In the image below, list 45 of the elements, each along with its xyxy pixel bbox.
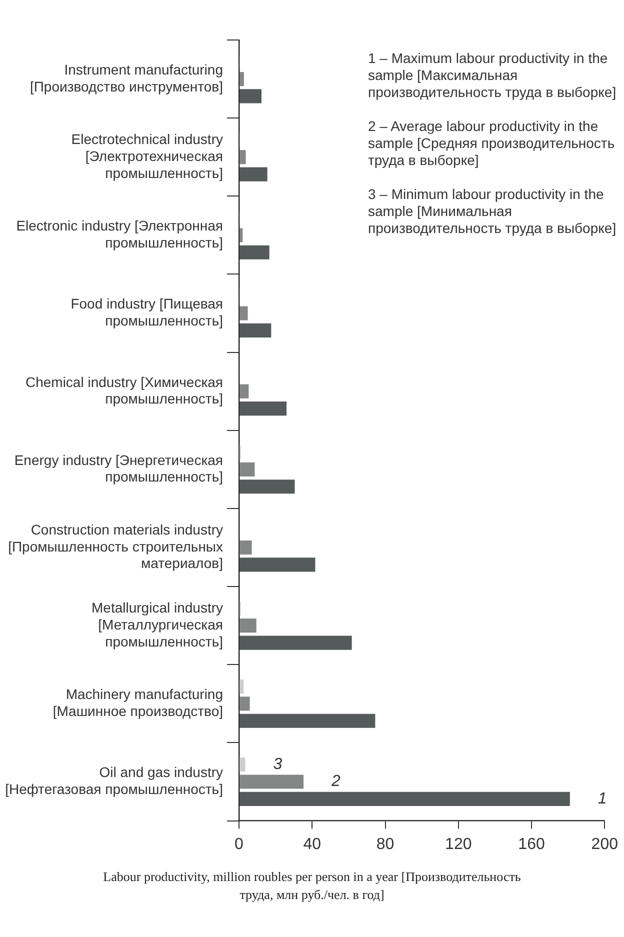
- y-tick-label: Instrument manufacturing [Производство инструментов]: [30, 62, 223, 94]
- x-tick-label: 200: [591, 836, 618, 853]
- bar: [240, 89, 262, 104]
- bar: [240, 401, 287, 416]
- y-tick-label: Construction materials industry [Промышленность строительных материалов]: [8, 522, 223, 572]
- series-label: 3: [273, 756, 282, 774]
- bar: [240, 792, 570, 806]
- bar: [240, 462, 255, 476]
- x-tick-label: 160: [518, 836, 545, 853]
- bar: [240, 714, 376, 728]
- y-tick-label: Oil and gas industry [Нефтегазовая промышленность]: [5, 764, 223, 798]
- y-tick-label: Machinery manufacturing [Машинное производство]: [52, 686, 223, 719]
- bar: [240, 306, 248, 320]
- x-tick-label: 80: [376, 836, 394, 853]
- bar: [240, 618, 256, 633]
- bar: [240, 696, 250, 711]
- series-label: 2: [330, 773, 341, 790]
- bar: [240, 758, 246, 772]
- bar: [240, 540, 252, 555]
- bar: [240, 774, 304, 789]
- bar: [240, 558, 316, 572]
- bar: [240, 323, 272, 338]
- x-tick-label: 120: [445, 836, 472, 853]
- annotation: 2 – Average labour productivity in the sample [Средняя производительность труда в выборке]: [368, 118, 616, 169]
- bar: [240, 384, 249, 398]
- y-tick-label: Metallurgical industry [Металлургическая промышленность]: [92, 600, 223, 650]
- bar: [240, 636, 352, 650]
- bar: [240, 167, 268, 182]
- y-tick-label: Electrotechnical industry [Электротехническая промышленность]: [71, 131, 223, 181]
- bar: [240, 72, 244, 86]
- bar: [240, 245, 270, 260]
- y-tick-label: Electronic industry [Электронная промышленность]: [16, 218, 223, 250]
- bar: [240, 150, 246, 164]
- x-tick-label: 0: [234, 836, 244, 853]
- annotation: 3 – Minimum labour productivity in the sample [Минимальная производительность труда в выборке]: [368, 186, 618, 237]
- y-tick-label: Food industry [Пищевая промышленность]: [70, 296, 223, 329]
- y-tick-label: Chemical industry [Химическая промышленность]: [25, 374, 223, 407]
- annotation: 1 – Maximum labour productivity in the sample [Максимальная производительность труда в выборке]: [368, 50, 618, 101]
- series-label: 1: [598, 790, 607, 808]
- bar: [240, 679, 244, 694]
- x-axis-title: Labour productivity, million roubles per person in a year [Производительность труда, млн руб./чел. в год]: [102, 868, 522, 904]
- bar: [240, 228, 243, 242]
- x-tick-label: 40: [303, 836, 322, 853]
- bar: [240, 480, 295, 494]
- y-tick-label: Energy industry [Энергетическая промышленность]: [14, 452, 223, 485]
